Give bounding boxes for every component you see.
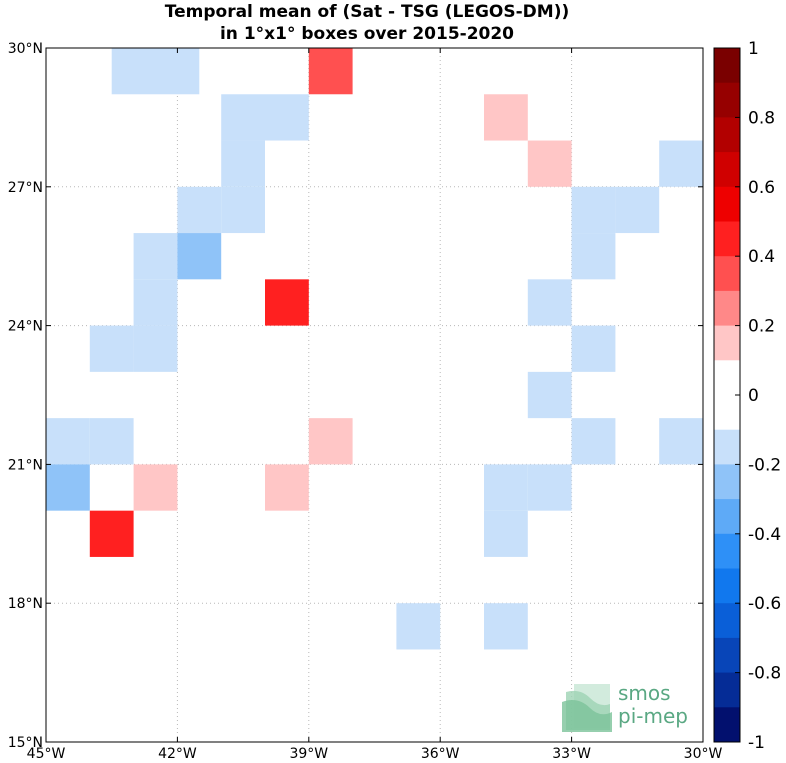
data-cell xyxy=(484,464,528,511)
data-cell xyxy=(155,48,200,95)
colorbar-bin xyxy=(714,290,740,327)
data-cell xyxy=(133,325,178,372)
y-tick-label: 24°N xyxy=(8,319,43,335)
colorbar-bin xyxy=(714,48,740,84)
data-cell xyxy=(265,464,309,511)
colorbar-bin xyxy=(714,672,740,708)
colorbar-bin xyxy=(714,499,740,535)
x-tick-label: 42°W xyxy=(158,746,197,762)
colorbar-bin xyxy=(714,256,740,292)
colorbar-tick-label: 0.8 xyxy=(748,108,775,128)
data-cell xyxy=(659,418,703,465)
colorbar-bin xyxy=(714,533,740,569)
colorbar-tick-label: -0.8 xyxy=(748,664,781,684)
colorbar-tick-label: -1 xyxy=(748,733,765,753)
colorbar-bin xyxy=(714,568,740,604)
data-cell xyxy=(571,325,616,372)
y-tick-label: 18°N xyxy=(8,596,43,612)
colorbar-bin xyxy=(714,360,740,396)
y-tick-label: 15°N xyxy=(8,735,43,751)
data-cell xyxy=(659,140,703,187)
data-cell xyxy=(571,418,616,465)
data-cell xyxy=(221,140,265,187)
data-cell xyxy=(265,94,309,141)
y-tick-label: 21°N xyxy=(8,457,43,473)
y-axis: 15°N 18°N 21°N 24°N 27°N 30°N xyxy=(8,41,703,751)
data-cell xyxy=(177,186,222,234)
colorbar-bin xyxy=(714,395,740,431)
data-cell xyxy=(571,186,616,234)
data-cell xyxy=(133,464,178,511)
data-cell xyxy=(221,186,265,234)
data-cell xyxy=(46,464,90,511)
colorbar-bin xyxy=(714,429,740,465)
colorbar-tick-label: -0.6 xyxy=(748,594,781,614)
data-cell xyxy=(177,233,222,280)
colorbar-bin xyxy=(714,186,740,222)
colorbar-bin xyxy=(714,82,740,118)
logo-line2: pi-mep xyxy=(618,704,688,728)
data-cells xyxy=(46,48,703,650)
data-cell xyxy=(527,279,572,326)
logo-wave-icon xyxy=(562,684,612,732)
grid xyxy=(46,48,703,742)
smos-pi-mep-logo: smos pi-mep xyxy=(562,681,688,732)
data-cell xyxy=(396,603,441,650)
chart-title: Temporal mean of (Sat - TSG (LEGOS-DM)) … xyxy=(165,2,569,44)
colorbar-bin xyxy=(714,117,740,153)
data-cell xyxy=(46,418,90,465)
x-tick-label: 39°W xyxy=(289,746,328,762)
logo-line1: smos xyxy=(618,681,671,705)
data-cell xyxy=(89,418,134,465)
data-cell xyxy=(484,94,528,141)
y-tick-label: 27°N xyxy=(8,180,43,196)
data-cell xyxy=(527,464,572,511)
chart-title-line1: Temporal mean of (Sat - TSG (LEGOS-DM)) xyxy=(165,2,569,22)
plot-frame xyxy=(45,47,704,743)
data-cell xyxy=(308,48,353,95)
colorbar-bin xyxy=(714,325,740,361)
data-cell xyxy=(527,140,572,187)
colorbar-tick-label: 1 xyxy=(748,39,759,59)
colorbar-bin xyxy=(714,152,740,188)
colorbar-tick-label: -0.4 xyxy=(748,525,781,545)
colorbar-tick-label: -0.2 xyxy=(748,455,781,475)
data-cell xyxy=(571,233,616,280)
data-cell xyxy=(615,186,660,234)
x-axis: 45°W 42°W 39°W 36°W 33°W 30°W xyxy=(27,48,723,762)
chart-title-line2: in 1°x1° boxes over 2015-2020 xyxy=(220,24,514,44)
data-cell xyxy=(133,233,178,280)
x-tick-label: 36°W xyxy=(421,746,460,762)
data-cell xyxy=(484,510,528,557)
colorbar-bin xyxy=(714,221,740,257)
data-cell xyxy=(221,94,265,141)
data-cell xyxy=(111,48,156,95)
colorbar-tick-label: 0 xyxy=(748,386,759,406)
colorbar-bin xyxy=(714,637,740,674)
x-tick-label: 30°W xyxy=(684,746,723,762)
colorbar: 1 0.8 0.6 0.4 0.2 0 -0.2 -0.4 -0.6 -0.8 -1 xyxy=(713,39,781,753)
data-cell xyxy=(89,325,134,372)
data-cell xyxy=(89,510,134,557)
data-cell xyxy=(527,371,572,419)
colorbar-bin xyxy=(714,707,740,743)
colorbar-bin xyxy=(714,603,740,639)
x-tick-label: 45°W xyxy=(27,746,66,762)
data-cell xyxy=(484,603,528,650)
data-cell xyxy=(265,279,309,326)
y-tick-label: 30°N xyxy=(8,41,43,57)
data-cell xyxy=(133,279,178,326)
colorbar-tick-label: 0.6 xyxy=(748,178,775,198)
colorbar-tick-label: 0.4 xyxy=(748,247,775,267)
x-tick-label: 33°W xyxy=(552,746,591,762)
data-cell xyxy=(308,418,353,465)
colorbar-tick-label: 0.2 xyxy=(748,317,775,337)
colorbar-bin xyxy=(714,464,740,500)
